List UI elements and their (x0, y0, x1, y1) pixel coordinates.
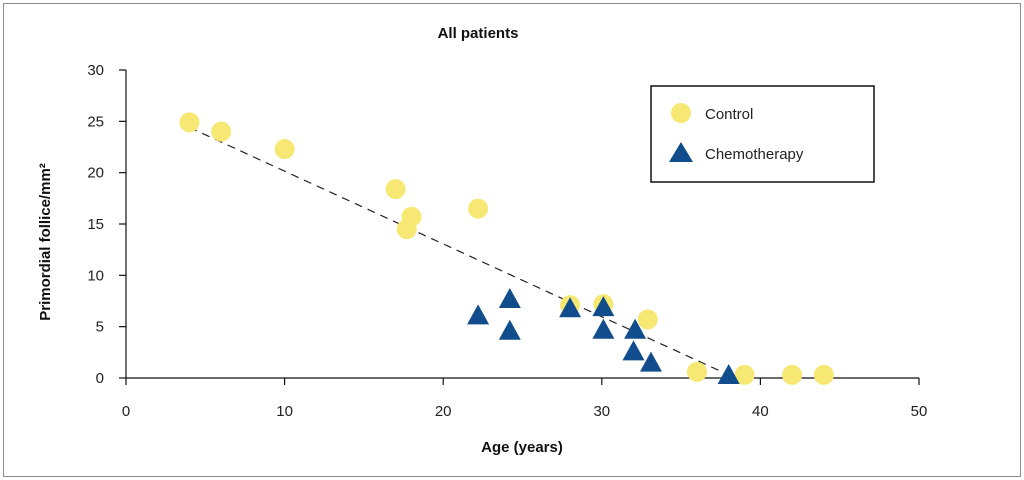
chemotherapy-point (467, 304, 490, 325)
chemotherapy-point (624, 318, 647, 339)
control-point (813, 364, 834, 385)
data-points (179, 112, 834, 385)
legend-control-marker (671, 103, 691, 123)
trendline (189, 126, 729, 376)
control-point (637, 309, 658, 330)
control-point (274, 139, 295, 160)
y-tick-label: 5 (96, 319, 104, 336)
control-point (734, 364, 755, 385)
legend-control-label: Control (705, 106, 753, 123)
legend: Control Chemotherapy (650, 85, 875, 183)
y-tick-label: 30 (87, 62, 104, 79)
legend-chemotherapy-marker (669, 142, 693, 162)
chemotherapy-point (592, 296, 615, 317)
x-tick-label: 30 (593, 403, 610, 420)
control-point (385, 179, 406, 200)
chart-title: All patients (438, 25, 519, 42)
chemotherapy-point (717, 363, 740, 384)
control-point (686, 361, 707, 382)
y-tick-label: 0 (96, 370, 104, 387)
x-tick-label: 10 (276, 403, 293, 420)
x-tick-label: 50 (911, 403, 928, 420)
y-tick-label: 20 (87, 165, 104, 182)
control-point (468, 198, 489, 219)
chemotherapy-point (559, 297, 582, 318)
chart-frame (3, 3, 1021, 477)
x-axis-label: Age (years) (481, 439, 563, 456)
y-tick-label: 15 (87, 216, 104, 233)
x-tick-label: 20 (435, 403, 452, 420)
x-tick-label: 40 (752, 403, 769, 420)
chemotherapy-point (622, 340, 645, 361)
chemotherapy-point (498, 319, 521, 340)
control-point (782, 364, 803, 385)
legend-chemotherapy-label: Chemotherapy (705, 146, 804, 163)
y-tick-label: 25 (87, 113, 104, 130)
legend-box (650, 85, 875, 183)
x-tick-label: 0 (122, 403, 130, 420)
chemotherapy-point (498, 287, 521, 308)
chemotherapy-point (639, 351, 662, 372)
y-tick-label: 10 (87, 267, 104, 284)
control-point (211, 121, 232, 142)
control-point (179, 112, 200, 133)
y-axis-label: Primordial follice/mm² (37, 163, 54, 321)
chemotherapy-point (592, 318, 615, 339)
control-point (396, 219, 417, 240)
trendline-dashed (189, 126, 729, 376)
